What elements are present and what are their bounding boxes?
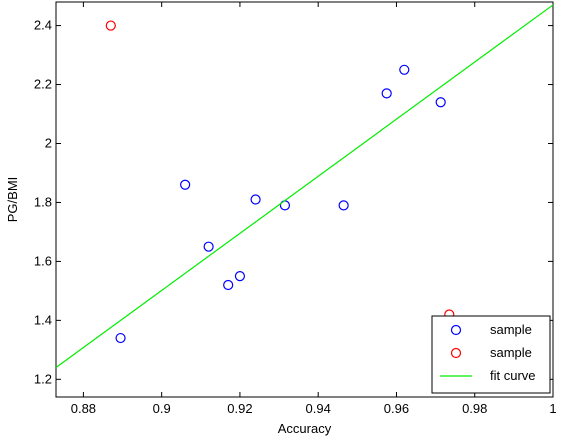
legend-entry-label: fit curve (490, 368, 536, 383)
fit-curve-line (55, 4, 554, 369)
sample-point-blue (250, 194, 261, 205)
sample-point-blue (381, 88, 392, 99)
y-tick-label: 1.6 (34, 253, 52, 268)
x-axis-label: Accuracy (278, 421, 332, 436)
x-tick-label: 0.96 (384, 401, 409, 416)
sample-point-red (105, 20, 116, 31)
y-axis-label: PG/BMI (5, 177, 20, 223)
sample-point-blue (234, 271, 246, 282)
x-tick-label: 1 (549, 401, 556, 416)
x-tick-label: 0.98 (462, 401, 487, 416)
legend-entry-label: sample (490, 322, 532, 337)
legend-entry-label: sample (490, 345, 532, 360)
y-tick-label: 2.4 (34, 18, 52, 33)
sample-point-blue (338, 200, 349, 211)
y-tick-label: 2.2 (34, 77, 52, 92)
legend: sample sample fit curve (431, 315, 551, 394)
x-tick-label: 0.92 (227, 401, 252, 416)
sample-point-blue (399, 64, 410, 75)
y-tick-label: 1.4 (34, 312, 52, 327)
x-tick-label: 0.9 (153, 401, 171, 416)
y-tick-label: 1.8 (34, 194, 52, 209)
x-axis-ticks: 0.88 0.9 0.92 0.94 0.96 0.98 1 (71, 2, 557, 416)
x-tick-label: 0.94 (306, 401, 331, 416)
sample-point-blue (180, 179, 191, 190)
legend-marker-swatch (450, 347, 462, 359)
x-tick-label: 0.88 (71, 401, 96, 416)
y-tick-label: 1.2 (34, 371, 52, 386)
y-axis-ticks: 1.2 1.4 1.6 1.8 2 2.2 2.4 (34, 18, 553, 386)
sample-point-blue (435, 97, 446, 108)
sample-point-blue (223, 279, 234, 291)
sample-point-blue (203, 241, 214, 252)
sample-point-blue (115, 332, 126, 344)
y-tick-label: 2 (45, 135, 52, 150)
legend-marker-swatch (450, 324, 462, 336)
